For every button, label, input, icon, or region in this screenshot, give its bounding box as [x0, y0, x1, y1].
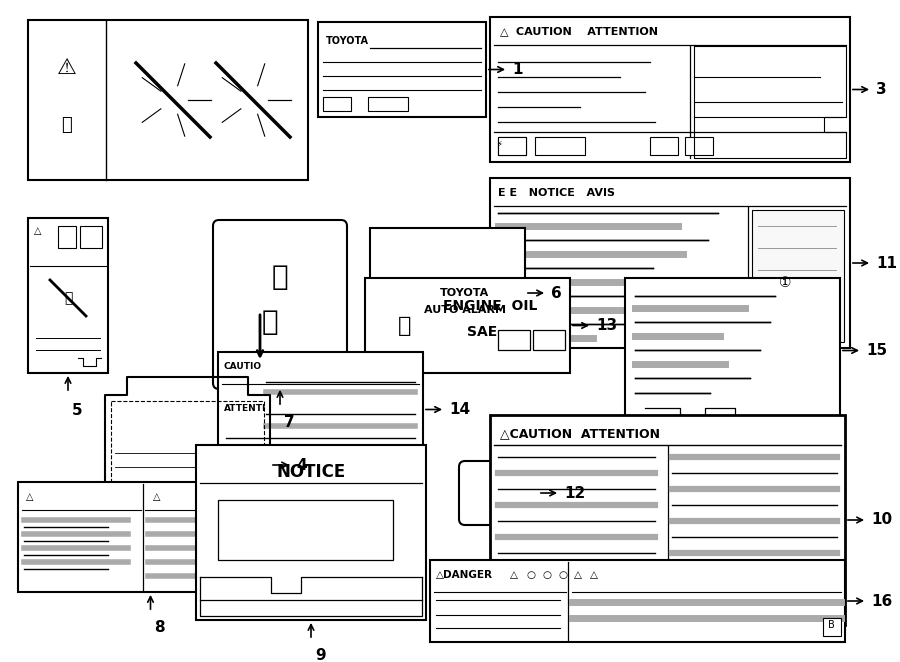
Text: E E   NOTICE   AVIS: E E NOTICE AVIS	[498, 188, 615, 198]
Text: 1: 1	[512, 62, 523, 77]
FancyBboxPatch shape	[213, 220, 347, 389]
Text: △: △	[34, 226, 41, 236]
Text: △: △	[153, 492, 160, 502]
Text: 16: 16	[871, 594, 892, 608]
Bar	[33, 326, 103, 366]
Bar	[28, 218, 108, 373]
Bar	[650, 137, 678, 155]
Text: △: △	[26, 492, 33, 502]
Text: ○: ○	[558, 570, 567, 580]
Text: 10: 10	[871, 512, 892, 528]
Text: 5: 5	[72, 403, 83, 418]
Text: SAE: SAE	[467, 325, 497, 339]
Bar	[111, 401, 264, 486]
Text: 4: 4	[296, 457, 307, 473]
Bar	[323, 97, 351, 111]
Text: TOYOTA: TOYOTA	[440, 288, 490, 298]
Bar	[625, 278, 840, 423]
Bar	[535, 137, 585, 155]
Text: 3: 3	[876, 82, 886, 97]
Text: 13: 13	[596, 318, 617, 333]
Text: 7: 7	[284, 415, 294, 430]
Text: CAUTIO: CAUTIO	[224, 362, 262, 371]
Text: △: △	[590, 570, 598, 580]
Text: 🧍: 🧍	[262, 308, 278, 336]
Text: AUTO ALARM: AUTO ALARM	[424, 305, 506, 315]
Bar	[365, 278, 570, 373]
Text: 14: 14	[449, 402, 470, 417]
Text: ENGINE  OIL: ENGINE OIL	[443, 299, 537, 313]
Text: 🔓: 🔓	[272, 263, 288, 291]
Bar	[823, 618, 841, 636]
Text: ⚠: ⚠	[57, 58, 77, 78]
Text: 8: 8	[155, 620, 165, 635]
Text: △CAUTION  ATTENTION: △CAUTION ATTENTION	[500, 427, 660, 440]
Bar	[490, 178, 850, 348]
Bar	[218, 352, 423, 467]
Text: △DANGER: △DANGER	[436, 570, 493, 580]
Bar	[685, 137, 713, 155]
Text: B: B	[828, 620, 835, 630]
Bar	[28, 20, 308, 180]
Bar	[370, 228, 525, 358]
Text: 12: 12	[564, 485, 585, 500]
Text: 15: 15	[866, 343, 887, 358]
Text: ⚡: ⚡	[496, 139, 502, 148]
Text: △: △	[500, 27, 508, 37]
Bar	[196, 445, 426, 620]
Text: ○: ○	[542, 570, 551, 580]
Bar	[498, 137, 526, 155]
Bar	[490, 17, 850, 162]
Text: 9: 9	[315, 648, 326, 662]
Bar	[18, 482, 283, 592]
Text: ○: ○	[526, 570, 535, 580]
Bar	[218, 500, 393, 560]
Text: 11: 11	[876, 256, 897, 271]
Bar	[430, 560, 845, 642]
Text: 🛢: 🛢	[399, 316, 411, 336]
Text: NOTICE: NOTICE	[276, 463, 346, 481]
Text: TOYOTA: TOYOTA	[326, 36, 369, 46]
Bar	[752, 210, 844, 342]
Bar	[58, 226, 76, 248]
Bar	[533, 330, 565, 350]
Text: △: △	[510, 570, 518, 580]
Bar	[318, 22, 486, 117]
Bar	[498, 137, 526, 155]
Text: 6: 6	[551, 285, 562, 301]
Bar	[490, 415, 845, 625]
Bar	[368, 97, 408, 111]
Text: ATTENTI: ATTENTI	[224, 404, 266, 413]
Bar	[80, 226, 102, 248]
Text: 🧒: 🧒	[64, 291, 72, 305]
FancyBboxPatch shape	[459, 461, 539, 525]
Text: 📖: 📖	[61, 116, 72, 134]
Text: ①: ①	[778, 276, 791, 290]
Text: CAUTION    ATTENTION: CAUTION ATTENTION	[516, 27, 658, 37]
Text: △: △	[574, 570, 582, 580]
Bar	[498, 330, 530, 350]
